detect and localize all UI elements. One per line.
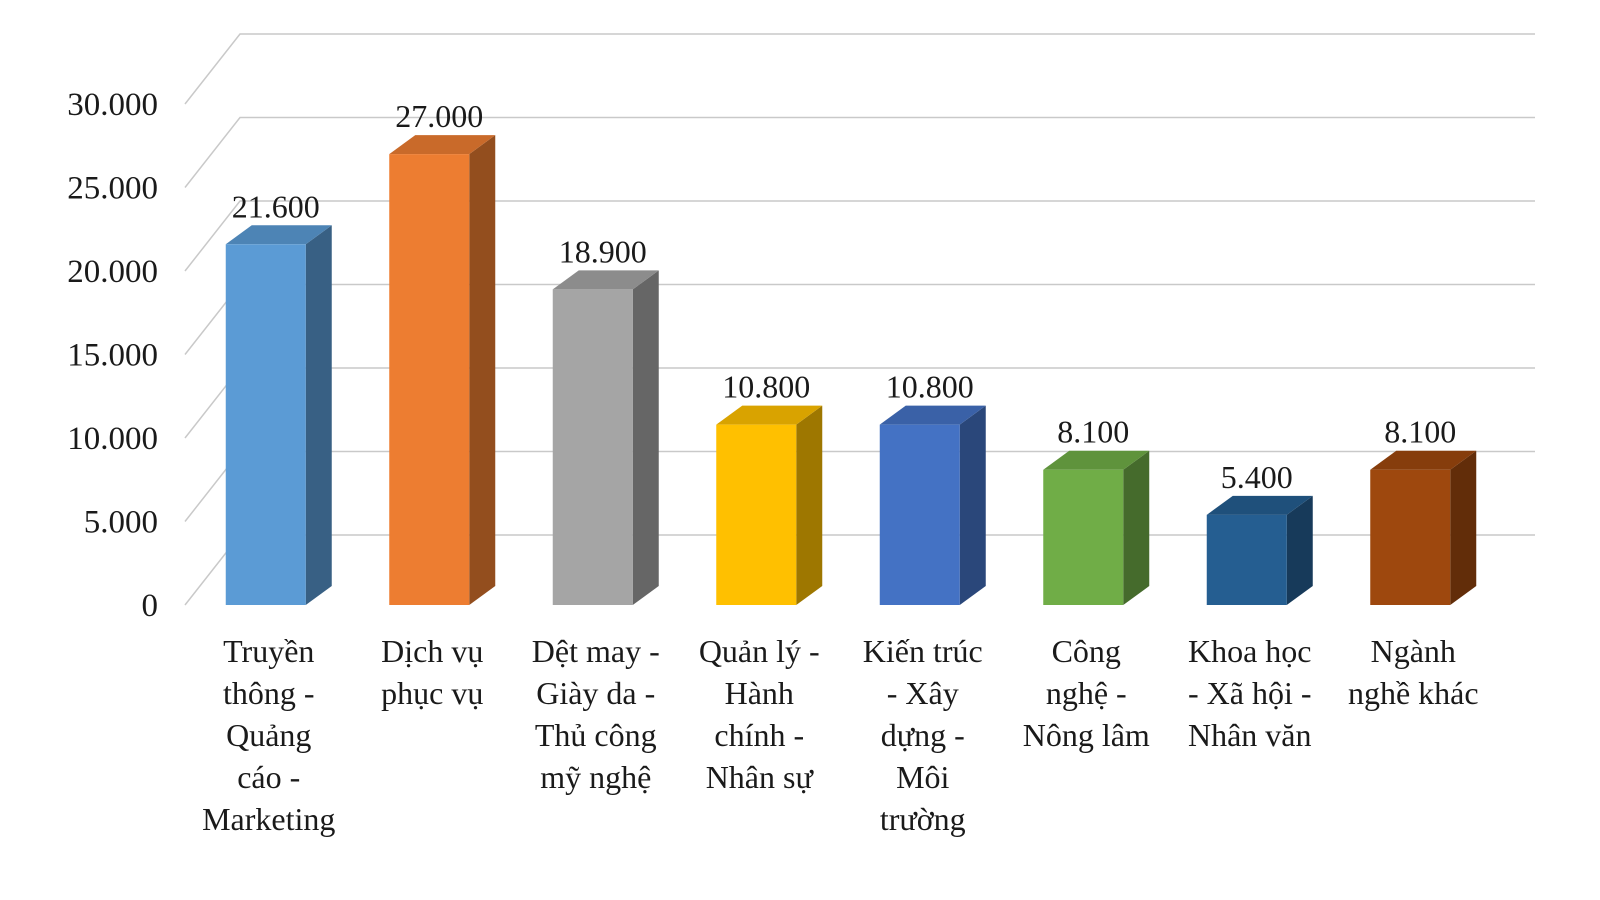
bar-top — [552, 270, 659, 290]
data-label: 10.800 — [722, 369, 810, 405]
y-tick-label: 25.000 — [67, 171, 158, 207]
bar-side — [1286, 495, 1313, 605]
y-tick-label: 15.000 — [67, 338, 158, 374]
bar-front — [225, 244, 306, 605]
x-tick-label: Truyền thông -Quảng cáo -Marketing — [202, 633, 335, 837]
bar — [1206, 495, 1313, 605]
bar-top — [716, 405, 823, 425]
gridline — [184, 450, 1535, 522]
data-label: 27.000 — [395, 98, 483, 134]
bar — [225, 225, 332, 605]
bar-side — [632, 270, 659, 605]
y-tick-label: 30.000 — [67, 87, 158, 123]
gridline — [184, 116, 1535, 188]
x-tick-label: Công nghệ -Nông lâm — [1023, 633, 1150, 753]
bar-side — [1123, 450, 1150, 605]
x-tick-label: Ngành nghề khác — [1348, 633, 1479, 711]
bar-side — [1450, 450, 1477, 605]
data-label: 8.100 — [1057, 414, 1129, 450]
bar-front — [716, 424, 797, 605]
gridline — [184, 283, 1535, 355]
x-tick-label: Kiến trúc - Xây dựng -Môi trường — [863, 633, 983, 837]
bar-top — [389, 135, 496, 155]
y-tick-label: 0 — [142, 588, 159, 624]
x-tick-label: Dệt may -Giày da -Thủ công mỹ nghệ — [532, 633, 660, 795]
bar-front — [879, 424, 960, 605]
bar — [1043, 450, 1150, 605]
grid-lines — [184, 33, 1535, 606]
bar — [879, 405, 986, 605]
data-label: 21.600 — [232, 188, 320, 224]
bar-front — [1206, 514, 1287, 605]
y-tick-label: 5.000 — [84, 505, 158, 541]
bars: 21.600 27.000 18.900 10.800 10.800 8.100 5.400… — [225, 98, 1477, 605]
bar-top — [1206, 495, 1313, 515]
gridline — [184, 534, 1535, 606]
bar — [716, 405, 823, 605]
bar — [552, 270, 659, 605]
y-tick-label: 10.000 — [67, 421, 158, 457]
bar-top — [1043, 450, 1150, 470]
bar-top — [1370, 450, 1477, 470]
data-label: 8.100 — [1384, 414, 1456, 450]
y-axis: 0 5.000 10.000 15.000 20.000 25.000 30.000 — [67, 87, 158, 624]
bar-front — [1043, 469, 1124, 605]
data-label: 10.800 — [886, 369, 974, 405]
data-label: 5.400 — [1221, 459, 1293, 495]
gridline — [184, 33, 1535, 105]
y-tick-label: 20.000 — [67, 254, 158, 290]
x-axis: Truyền thông -Quảng cáo -Marketing Dịch vụ p… — [202, 633, 1478, 837]
bar-front — [552, 289, 633, 605]
bar — [389, 135, 496, 605]
data-label: 18.900 — [559, 233, 647, 269]
bar-side — [796, 405, 823, 605]
bar-side — [959, 405, 986, 605]
gridline — [184, 200, 1535, 272]
gridline — [184, 367, 1535, 439]
x-tick-label: Quản lý -Hành chính -Nhân sự — [699, 633, 820, 795]
bar-side — [305, 225, 332, 605]
bar-top — [879, 405, 986, 425]
bar-side — [469, 135, 496, 605]
bar-top — [225, 225, 332, 245]
x-tick-label: Dịch vụ phục vụ — [381, 633, 483, 711]
bar-front — [389, 154, 470, 605]
bar-front — [1370, 469, 1451, 605]
bar — [1370, 450, 1477, 605]
x-tick-label: Khoa học - Xã hội -Nhân văn — [1188, 633, 1312, 753]
